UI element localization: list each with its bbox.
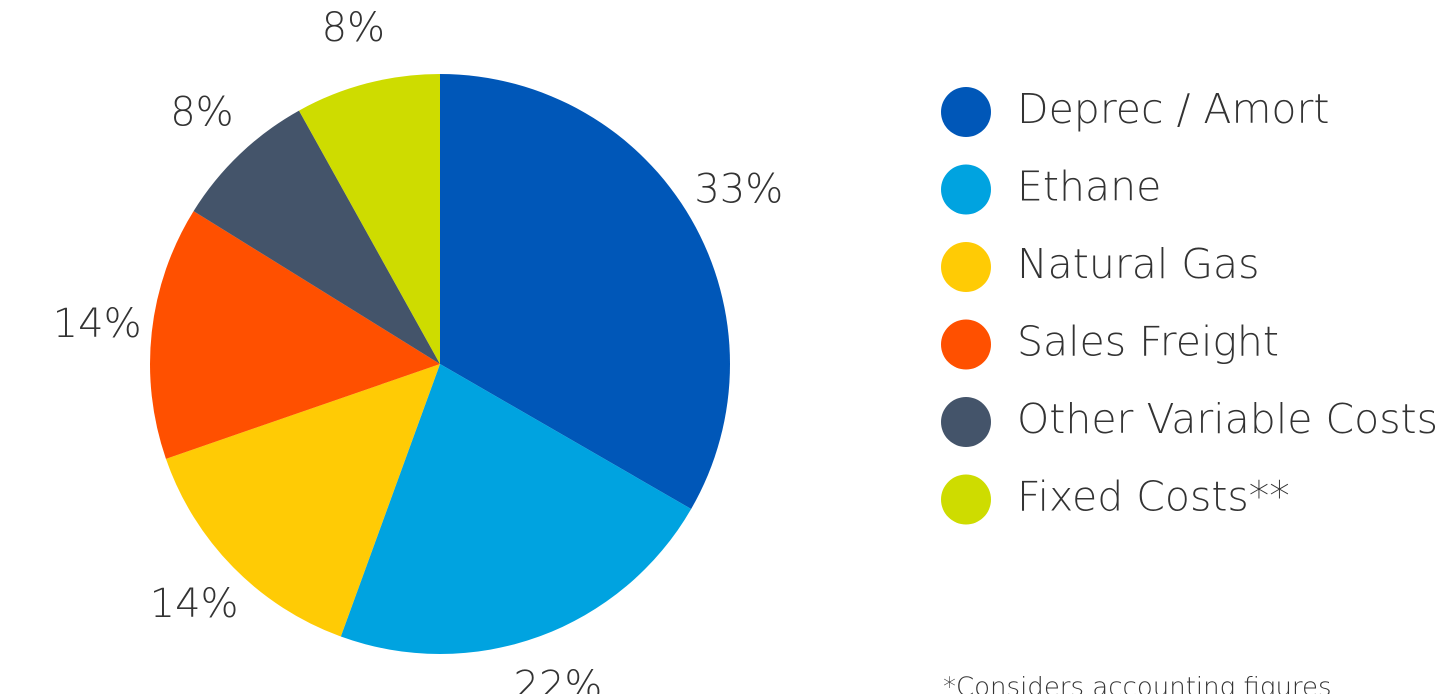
legend-label: Deprec / Amort xyxy=(1017,85,1329,133)
legend-label: Ethane xyxy=(1017,163,1161,211)
legend-label: Other Variable Costs xyxy=(1017,395,1438,443)
legend-swatch xyxy=(941,474,991,525)
legend-swatch xyxy=(941,164,991,215)
slice-label: 8% xyxy=(322,5,385,51)
slice-label: 14% xyxy=(150,581,239,627)
slice-label: 33% xyxy=(694,167,783,213)
pie-slice xyxy=(299,74,440,364)
slice-label: 8% xyxy=(170,89,233,135)
legend-swatch xyxy=(941,242,991,292)
footnote: *Considers accounting figures xyxy=(943,673,1332,694)
pie-slice xyxy=(150,211,441,459)
pie-slice xyxy=(440,74,730,509)
slice-label: 22% xyxy=(514,663,603,694)
legend-label: Natural Gas xyxy=(1017,240,1260,288)
legend-swatch xyxy=(941,319,991,370)
legend-swatch xyxy=(941,87,991,137)
slice-label: 14% xyxy=(53,301,142,347)
pie-slice xyxy=(193,110,440,364)
pie-slice xyxy=(165,364,440,637)
legend-swatch xyxy=(941,397,991,447)
pie-slice xyxy=(340,364,692,654)
legend-label: Fixed Costs** xyxy=(1017,473,1290,521)
legend-label: Sales Freight xyxy=(1017,318,1279,366)
